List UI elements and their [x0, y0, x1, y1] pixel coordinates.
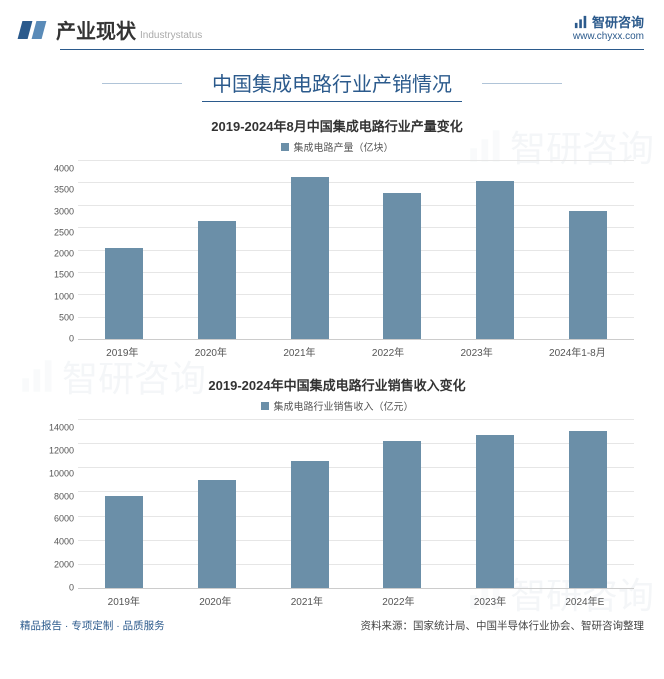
y-tick-label: 12000 — [40, 446, 74, 455]
y-tick-label: 4000 — [40, 165, 74, 174]
legend-label: 集成电路产量（亿块） — [294, 139, 394, 154]
x-axis-labels: 2019年 2020年 2021年 2022年 2023年 2024年E — [78, 593, 634, 608]
legend-swatch-icon — [261, 402, 269, 410]
x-tick-label: 2023年 — [460, 344, 492, 359]
y-tick-label: 3000 — [40, 207, 74, 216]
bar — [383, 193, 421, 339]
y-tick-label: 10000 — [40, 469, 74, 478]
x-tick-label: 2021年 — [283, 344, 315, 359]
bar — [198, 221, 236, 339]
bar — [291, 461, 329, 589]
footer-tagline: 精品报告 · 专项定制 · 品质服务 — [20, 618, 165, 633]
y-tick-label: 3500 — [40, 186, 74, 195]
bar — [198, 480, 236, 588]
y-axis-labels: 02000400060008000100001200014000 — [40, 419, 74, 588]
main-title-underline — [202, 101, 462, 102]
header-decoration-icon — [20, 21, 44, 39]
chart-legend: 集成电路行业销售收入（亿元） — [40, 398, 634, 413]
y-tick-label: 6000 — [40, 515, 74, 524]
bar — [569, 431, 607, 588]
x-tick-label: 2019年 — [106, 344, 138, 359]
x-axis-labels: 2019年 2020年 2021年 2022年 2023年 2024年1-8月 — [78, 344, 634, 359]
x-tick-label: 2023年 — [474, 593, 506, 608]
bar — [291, 177, 329, 339]
x-tick-label: 2019年 — [108, 593, 140, 608]
legend-label: 集成电路行业销售收入（亿元） — [274, 398, 414, 413]
bar — [105, 248, 143, 339]
y-axis-labels: 05001000150020002500300035004000 — [40, 160, 74, 339]
bar-chart-icon — [574, 15, 588, 29]
plot-area: 05001000150020002500300035004000 — [78, 160, 634, 340]
y-tick-label: 0 — [40, 583, 74, 592]
x-tick-label: 2024年E — [565, 593, 604, 608]
section-title-en: Industrystatus — [140, 30, 202, 41]
x-tick-label: 2021年 — [291, 593, 323, 608]
y-tick-label: 14000 — [40, 424, 74, 433]
x-tick-label: 2022年 — [372, 344, 404, 359]
footer: 精品报告 · 专项定制 · 品质服务 资料来源：国家统计局、中国半导体行业协会、… — [0, 608, 664, 633]
y-tick-label: 2000 — [40, 250, 74, 259]
bar — [569, 211, 607, 339]
x-tick-label: 2024年1-8月 — [549, 344, 606, 359]
legend-swatch-icon — [281, 143, 289, 151]
chart-title: 2019-2024年8月中国集成电路行业产量变化 — [40, 116, 634, 135]
x-tick-label: 2022年 — [382, 593, 414, 608]
y-tick-label: 0 — [40, 335, 74, 344]
chart-title: 2019-2024年中国集成电路行业销售收入变化 — [40, 375, 634, 394]
section-title: 产业现状 — [56, 15, 136, 44]
main-title-wrap: 中国集成电路行业产销情况 — [0, 68, 664, 102]
brand-name: 智研咨询 — [592, 12, 644, 31]
x-tick-label: 2020年 — [195, 344, 227, 359]
bars-container — [78, 419, 634, 588]
main-title: 中国集成电路行业产销情况 — [182, 68, 482, 97]
chart-legend: 集成电路产量（亿块） — [40, 139, 634, 154]
y-tick-label: 2000 — [40, 561, 74, 570]
bars-container — [78, 160, 634, 339]
y-tick-label: 4000 — [40, 538, 74, 547]
bar — [105, 496, 143, 588]
brand-url: www.chyxx.com — [573, 31, 644, 42]
bar — [476, 435, 514, 588]
x-tick-label: 2020年 — [199, 593, 231, 608]
y-tick-label: 8000 — [40, 492, 74, 501]
footer-source: 资料来源：国家统计局、中国半导体行业协会、智研咨询整理 — [361, 618, 645, 633]
header-divider — [60, 49, 644, 50]
header: 产业现状 Industrystatus 智研咨询 www.chyxx.com — [0, 0, 664, 49]
chart-revenue: 2019-2024年中国集成电路行业销售收入变化 集成电路行业销售收入（亿元） … — [0, 369, 664, 608]
bar — [476, 181, 514, 339]
plot-area: 02000400060008000100001200014000 — [78, 419, 634, 589]
y-tick-label: 500 — [40, 313, 74, 322]
y-tick-label: 1000 — [40, 292, 74, 301]
bar — [383, 441, 421, 588]
y-tick-label: 2500 — [40, 228, 74, 237]
brand-block: 智研咨询 www.chyxx.com — [573, 12, 644, 42]
y-tick-label: 1500 — [40, 271, 74, 280]
chart-production: 2019-2024年8月中国集成电路行业产量变化 集成电路产量（亿块） 0500… — [0, 110, 664, 359]
